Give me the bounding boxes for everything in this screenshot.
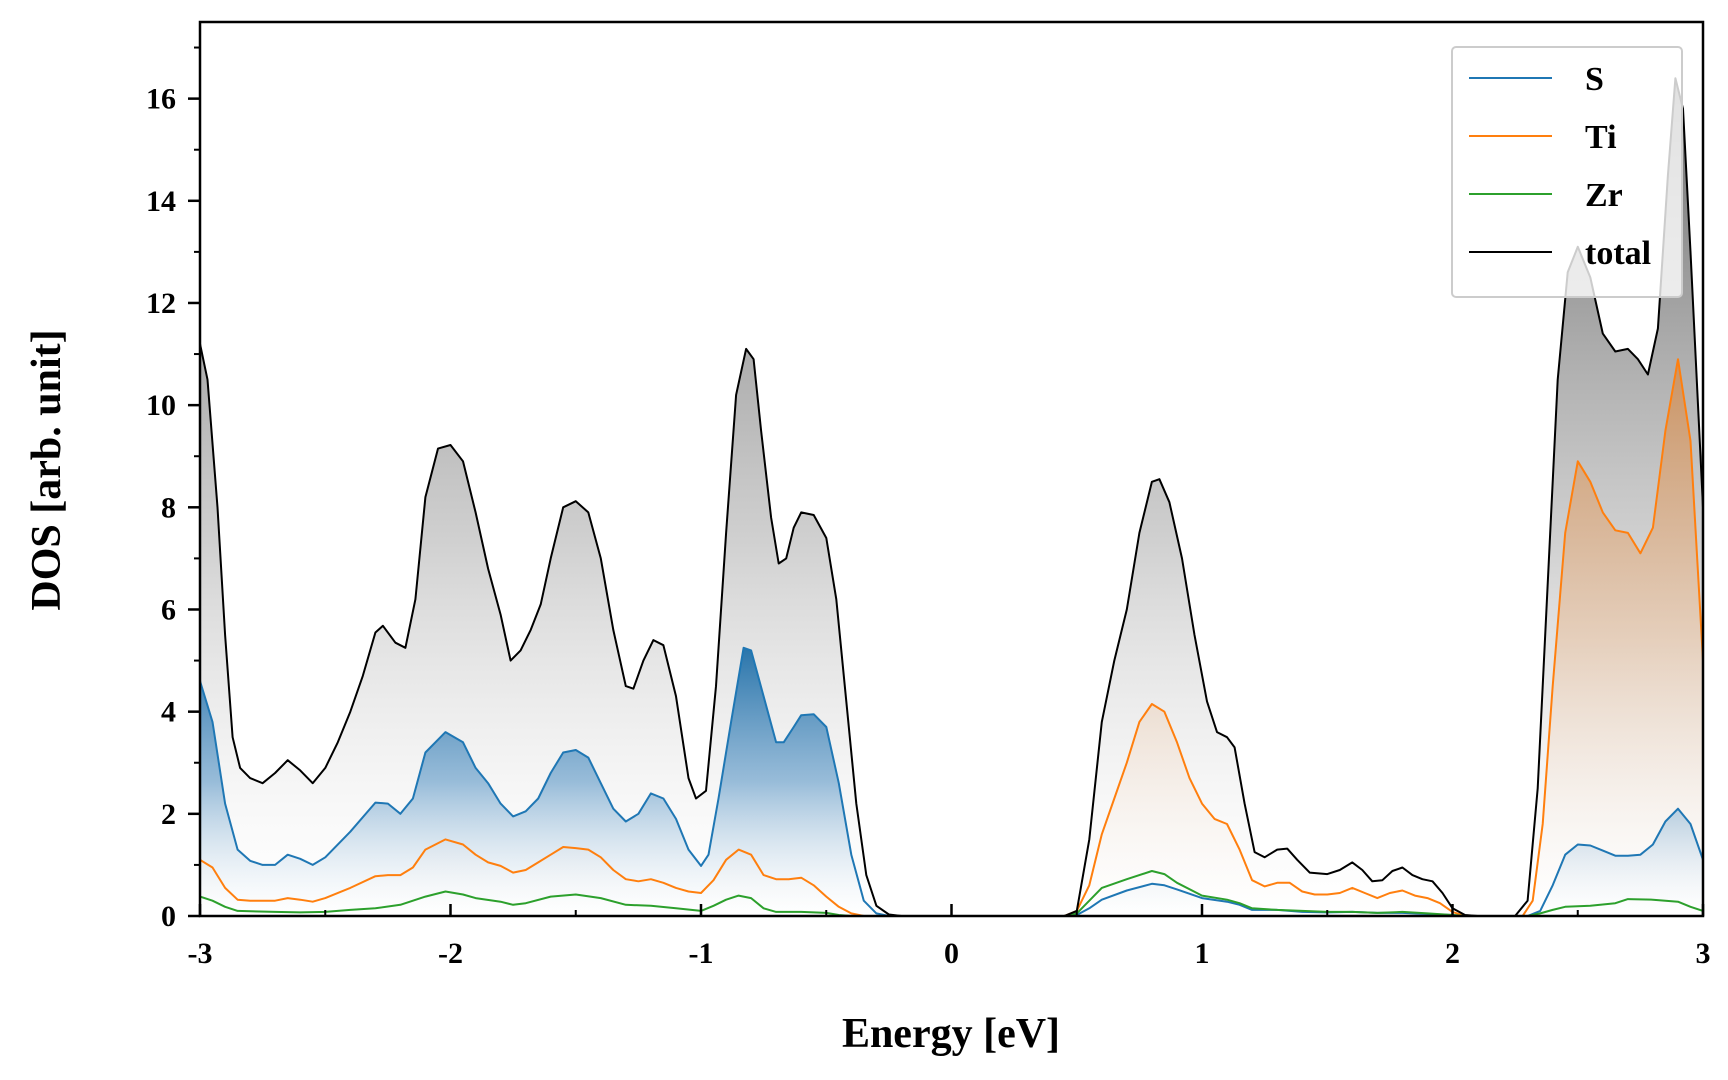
x-tick-label: 3 <box>1696 937 1711 970</box>
y-tick-label: 0 <box>161 900 176 933</box>
legend: S Ti Zr total <box>1451 46 1683 298</box>
legend-box <box>1451 46 1683 298</box>
area-fill-ti <box>200 359 1703 916</box>
y-tick-label: 12 <box>146 287 176 320</box>
y-tick-label: 2 <box>161 798 176 831</box>
series-line-s <box>200 646 1703 916</box>
legend-label-s: S <box>1585 61 1604 98</box>
x-tick-label: 2 <box>1445 937 1460 970</box>
axis-ticks <box>188 46 1705 918</box>
y-tick-label: 14 <box>146 185 176 218</box>
legend-label-total: total <box>1585 235 1651 272</box>
y-tick-label: 10 <box>146 389 176 422</box>
legend-label-zr: Zr <box>1585 177 1623 214</box>
y-tick-label: 8 <box>161 491 176 524</box>
x-axis-label: Energy [eV] <box>842 1011 1060 1057</box>
x-tick-label: -1 <box>689 937 714 970</box>
x-tick-label: -3 <box>188 937 213 970</box>
y-tick-label: 6 <box>161 593 176 626</box>
legend-label-ti: Ti <box>1585 119 1617 156</box>
x-tick-label: 0 <box>944 937 959 970</box>
x-tick-label: 1 <box>1195 937 1210 970</box>
series-line-ti <box>200 358 1703 916</box>
y-axis-label: DOS [arb. unit] <box>24 329 70 610</box>
y-tick-label: 16 <box>146 83 176 116</box>
y-tick-label: 4 <box>161 696 176 729</box>
x-tick-label: -2 <box>438 937 463 970</box>
area-fill-total <box>200 78 1703 916</box>
